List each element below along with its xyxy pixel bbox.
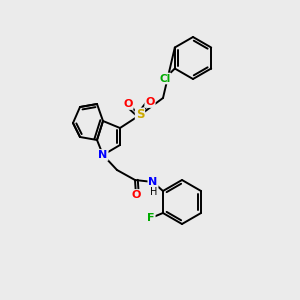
Text: F: F (147, 213, 155, 223)
Text: N: N (98, 150, 108, 160)
Text: O: O (123, 99, 133, 109)
Text: S: S (136, 109, 144, 122)
Text: O: O (131, 190, 141, 200)
Text: O: O (145, 97, 155, 107)
Text: H: H (150, 187, 158, 197)
Text: Cl: Cl (159, 74, 170, 83)
Text: N: N (148, 177, 158, 187)
